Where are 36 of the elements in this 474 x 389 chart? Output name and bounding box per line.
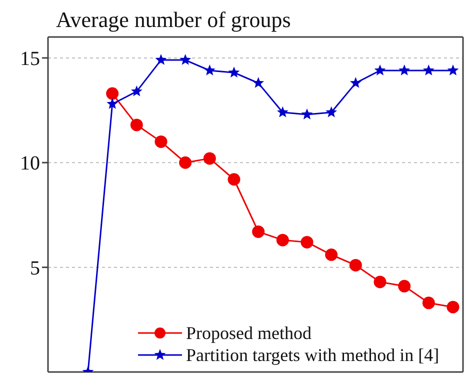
y-tick-label: 10 xyxy=(20,152,40,175)
point xyxy=(374,64,386,76)
point xyxy=(228,173,240,186)
point xyxy=(106,98,118,109)
legend-label: Proposed method xyxy=(186,322,312,344)
point xyxy=(398,280,411,292)
point xyxy=(130,85,142,96)
point xyxy=(179,156,192,169)
point xyxy=(350,77,362,88)
point xyxy=(252,225,265,238)
chart-title: Average number of groups xyxy=(56,7,292,32)
point xyxy=(155,54,167,65)
point xyxy=(180,54,192,65)
y-tick-label: 5 xyxy=(30,257,40,280)
point xyxy=(422,64,434,76)
point xyxy=(130,118,143,132)
point xyxy=(276,106,288,118)
point xyxy=(374,276,386,288)
point xyxy=(398,64,410,76)
point xyxy=(422,296,435,310)
point xyxy=(252,77,264,88)
point xyxy=(276,234,289,246)
legend-label: Partition targets with method in [4] xyxy=(186,344,440,366)
point xyxy=(154,135,168,148)
point xyxy=(325,248,338,261)
y-tick-label: 15 xyxy=(20,48,40,70)
point xyxy=(301,108,313,120)
point xyxy=(228,66,240,78)
point xyxy=(447,64,459,76)
point xyxy=(106,87,119,100)
point xyxy=(204,64,216,76)
point xyxy=(203,152,216,165)
point xyxy=(300,236,314,248)
point xyxy=(446,300,460,314)
point xyxy=(349,258,362,272)
point xyxy=(326,106,338,118)
